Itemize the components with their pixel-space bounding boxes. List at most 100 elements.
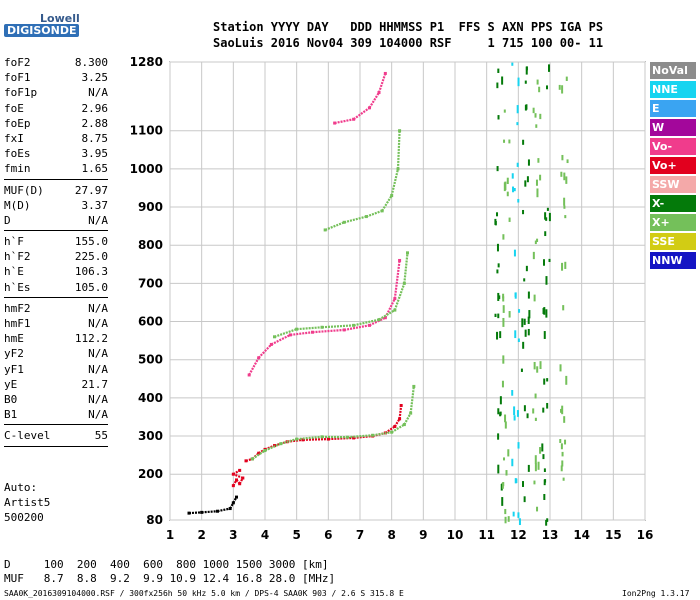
- trace-segment: [393, 260, 401, 299]
- parameter-value: 3.95: [81, 147, 109, 161]
- noise-column: [532, 79, 542, 512]
- noise-point: [534, 463, 537, 472]
- noise-column: [501, 109, 511, 524]
- parameter-value: N/A: [88, 347, 108, 361]
- noise-column: [558, 76, 569, 481]
- legend-item-nnw: NNW: [650, 252, 696, 269]
- noise-point: [541, 443, 544, 452]
- trace-segment: [343, 324, 370, 332]
- parameter-row: B0 N/A: [4, 392, 108, 407]
- header-line2: SaoLuis 2016 Nov04 309 104000 RSF 1 715 …: [213, 36, 604, 50]
- trace-segment: [290, 331, 313, 336]
- x-tick-label: 4: [261, 528, 269, 542]
- y-tick-label: 1280: [130, 55, 163, 69]
- parameter-value: 155.0: [74, 235, 108, 249]
- noise-point: [558, 84, 561, 90]
- x-tick-label: 3: [229, 528, 237, 542]
- noise-point: [518, 518, 521, 526]
- noise-point: [516, 162, 519, 167]
- noise-point: [561, 154, 564, 161]
- parameter-label: h`F: [4, 235, 24, 249]
- noise-point: [543, 307, 546, 315]
- trace-segment: [403, 252, 409, 284]
- trace-segment: [232, 473, 244, 480]
- noise-point: [501, 380, 504, 388]
- noise-point: [527, 464, 530, 472]
- noise-point: [523, 496, 526, 503]
- noise-point: [566, 159, 569, 164]
- noise-point: [533, 361, 536, 370]
- noise-point: [537, 461, 540, 470]
- noise-point: [517, 512, 520, 518]
- noise-point: [534, 455, 537, 464]
- noise-point: [515, 478, 518, 484]
- trace-segment: [302, 437, 329, 441]
- noise-point: [536, 188, 539, 198]
- x-tick-label: 14: [573, 528, 590, 542]
- trace-segment: [287, 438, 304, 443]
- parameter-label: hmE: [4, 332, 24, 346]
- parameter-value: N/A: [88, 317, 108, 330]
- parameter-row: yE 21.7: [4, 377, 108, 392]
- noise-point: [525, 104, 528, 110]
- parameter-row: MUF(D) 27.97: [4, 183, 108, 198]
- noise-point: [564, 215, 567, 219]
- parameter-separator: [4, 296, 108, 298]
- parameter-label: fmin: [4, 162, 31, 176]
- noise-point: [497, 313, 500, 319]
- noise-point: [497, 115, 500, 120]
- noise-point: [517, 199, 520, 203]
- noise-point: [535, 179, 538, 186]
- trace-segment: [353, 318, 380, 327]
- noise-point: [536, 366, 539, 373]
- noise-point: [536, 79, 539, 85]
- trace-segment: [232, 479, 238, 487]
- noise-point: [504, 516, 507, 524]
- noise-point: [511, 390, 514, 396]
- noise-point: [534, 393, 537, 399]
- noise-point: [502, 293, 505, 299]
- trace-segment: [396, 130, 401, 169]
- noise-point: [511, 173, 514, 179]
- noise-point: [513, 406, 516, 416]
- footer-file-info: SAA0K_2016309104000.RSF / 300fx256h 50 k…: [4, 589, 404, 598]
- parameter-value: 55: [94, 429, 108, 443]
- noise-point: [503, 109, 506, 113]
- noise-point: [507, 516, 510, 522]
- y-tick-label: 80: [146, 513, 163, 527]
- parameter-label: h`F2: [4, 250, 31, 264]
- parameter-label: foF1: [4, 71, 31, 85]
- noise-point: [506, 191, 509, 197]
- parameter-value: 2.96: [81, 101, 109, 115]
- noise-point: [546, 85, 549, 90]
- noise-point: [518, 309, 521, 313]
- noise-point: [546, 378, 549, 382]
- noise-point: [496, 212, 499, 217]
- noise-point: [536, 506, 539, 512]
- parameter-row: foE 2.96: [4, 101, 108, 116]
- y-tick-label: 300: [138, 429, 163, 443]
- noise-point: [538, 86, 541, 93]
- noise-point: [506, 177, 509, 185]
- noise-point: [497, 68, 500, 73]
- noise-point: [516, 105, 519, 114]
- trace-segment: [347, 434, 373, 439]
- y-tick-label: 600: [138, 315, 163, 329]
- trace-f2-trace-x-: [250, 384, 416, 461]
- d-distance-row: D 100 200 400 600 800 1000 1500 3000 [km…: [4, 558, 329, 571]
- auto-block: Auto: Artist5 500200: [4, 480, 50, 525]
- trace-segment: [409, 386, 415, 414]
- parameter-label: foEs: [4, 147, 31, 161]
- noise-point: [533, 480, 536, 485]
- y-tick-label: 400: [138, 391, 163, 405]
- parameter-separator: [4, 178, 108, 180]
- parameter-row: yF2 N/A: [4, 346, 108, 361]
- trace-4f-multihop: [333, 71, 387, 125]
- trace-segment: [229, 502, 235, 510]
- trace-segment: [245, 457, 253, 462]
- parameter-value: N/A: [88, 408, 108, 422]
- trace-3f-multihop: [323, 129, 402, 232]
- noise-point: [544, 231, 547, 237]
- noise-point: [527, 328, 530, 336]
- trace-segment: [343, 215, 367, 224]
